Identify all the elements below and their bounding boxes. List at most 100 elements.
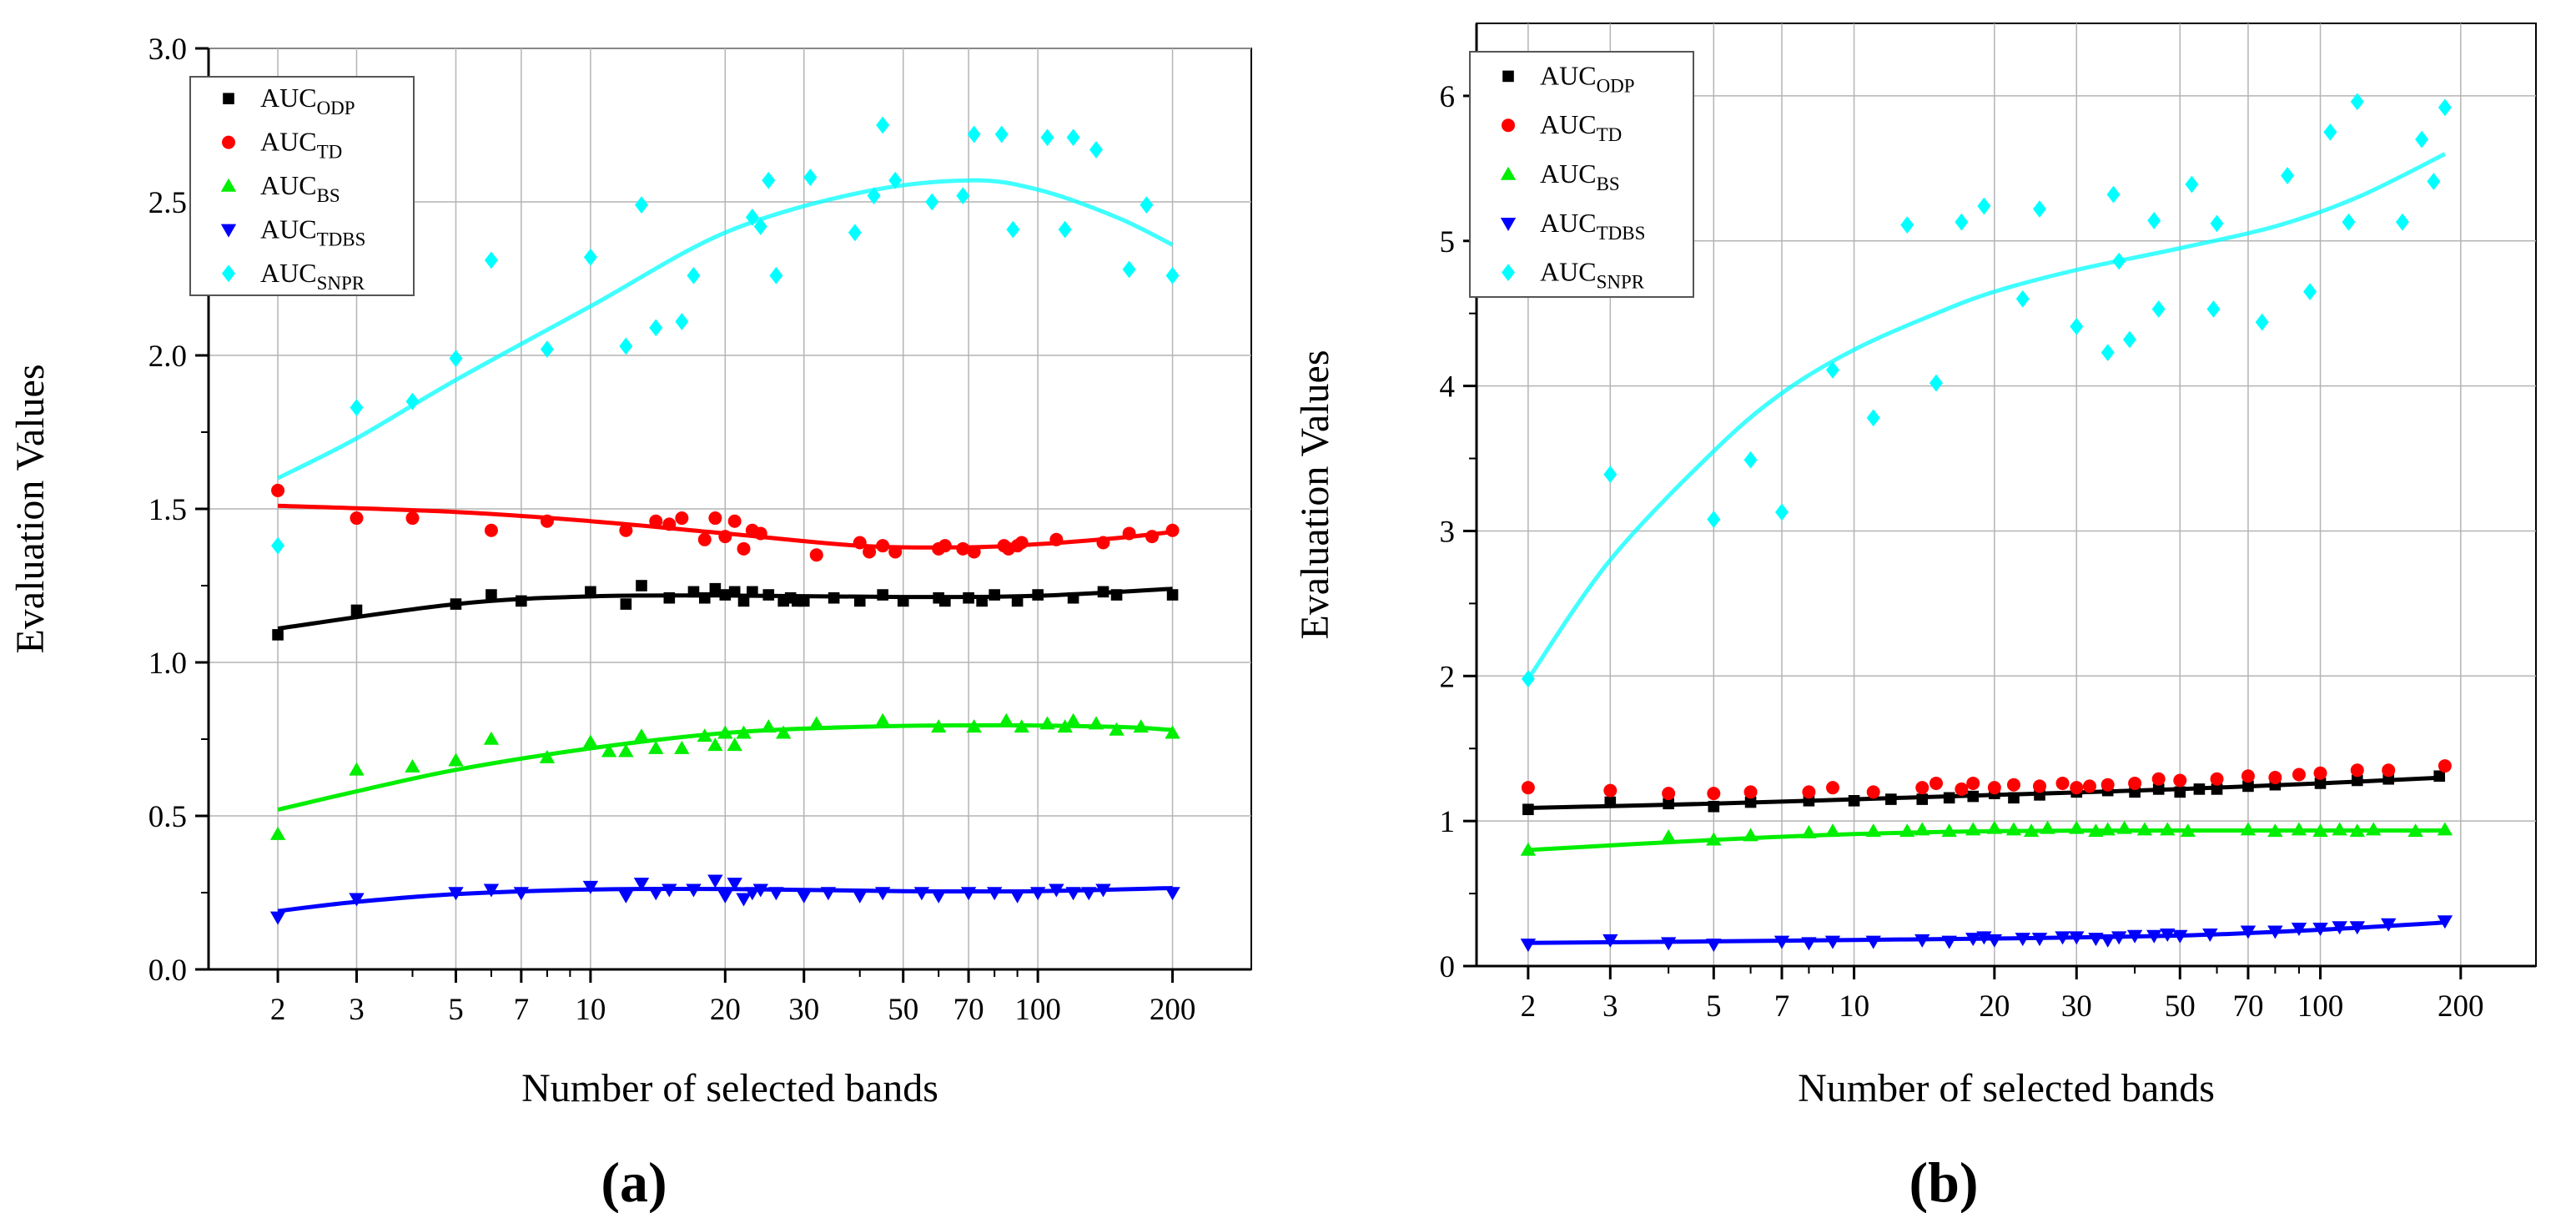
data-point-snpr	[994, 125, 1009, 143]
data-point-snpr	[762, 171, 776, 189]
data-point-td	[2210, 772, 2224, 786]
data-point-snpr	[2255, 313, 2269, 331]
data-point-bs	[966, 719, 982, 733]
x-tick-label: 3	[349, 993, 365, 1027]
data-point-snpr	[1900, 216, 1914, 234]
data-point-odp	[2193, 783, 2206, 795]
legend-marker-bs	[220, 178, 237, 192]
series-snpr	[271, 116, 1180, 555]
data-point-snpr	[769, 266, 783, 284]
data-point-odp	[719, 589, 732, 601]
data-point-bs	[707, 737, 723, 752]
data-point-bs	[2136, 822, 2153, 836]
data-point-bs	[2180, 823, 2196, 838]
data-point-td	[809, 548, 823, 562]
data-point-tdbs	[1660, 937, 1677, 951]
legend-entry-tdbs: AUCTDBS	[1540, 208, 1645, 244]
data-point-tdbs	[269, 911, 286, 925]
y-tick-label: 1.0	[148, 647, 187, 681]
data-point-odp	[486, 589, 497, 601]
data-point-tdbs	[633, 878, 650, 892]
data-point-tdbs	[2437, 915, 2453, 929]
legend-marker-bs	[1500, 166, 1517, 180]
data-point-td	[2382, 763, 2396, 778]
data-point-tdbs	[2146, 929, 2162, 944]
y-tick-label: 6	[1440, 80, 1456, 114]
data-point-bs	[2349, 823, 2365, 838]
data-point-odp	[828, 591, 840, 604]
legend-entry-td: AUCTD	[260, 127, 342, 163]
series-td	[1521, 759, 2452, 801]
series-bs	[1520, 820, 2453, 856]
data-point-bs	[1706, 832, 1722, 846]
data-point-odp	[2008, 792, 2020, 804]
x-tick-label: 70	[2232, 989, 2263, 1024]
y-tick-label: 0.5	[148, 800, 187, 834]
legend-marker-td	[1502, 118, 1515, 133]
y-tick-label: 2.5	[148, 186, 187, 220]
data-point-snpr	[2206, 300, 2221, 318]
data-point-tdbs	[2031, 933, 2048, 947]
data-point-bs	[1660, 829, 1677, 843]
x-tick-label: 5	[448, 993, 464, 1027]
data-point-tdbs	[2172, 929, 2188, 944]
data-point-odp	[1032, 589, 1044, 601]
x-axis-label: Number of selected bands	[1798, 1066, 2215, 1110]
data-point-odp	[877, 589, 888, 601]
y-tick-label: 4	[1440, 370, 1456, 405]
fit-curve-snpr	[276, 178, 1174, 481]
data-point-snpr	[1977, 197, 1991, 215]
data-point-snpr	[876, 116, 890, 134]
data-point-tdbs	[913, 887, 930, 901]
data-point-td	[1929, 776, 1944, 790]
data-point-bs	[1914, 822, 1930, 836]
data-point-tdbs	[2015, 933, 2030, 947]
data-point-snpr	[271, 536, 285, 555]
data-point-bs	[717, 725, 733, 739]
data-point-bs	[633, 728, 650, 742]
series-odp	[1522, 770, 2446, 816]
data-point-bs	[1941, 823, 1957, 838]
x-tick-label: 7	[514, 993, 530, 1027]
series-td	[271, 483, 1180, 562]
data-point-snpr	[2106, 185, 2121, 204]
data-point-odp	[853, 595, 866, 607]
data-point-snpr	[2015, 289, 2030, 308]
legend-marker-odp	[223, 93, 234, 104]
data-point-odp	[1110, 589, 1123, 601]
data-point-snpr	[1089, 141, 1104, 159]
data-point-odp	[450, 598, 462, 610]
data-point-bs	[269, 826, 286, 840]
data-point-snpr	[405, 392, 420, 410]
data-point-bs	[1088, 716, 1104, 730]
data-point-snpr	[888, 171, 903, 189]
data-point-tdbs	[1941, 935, 1957, 949]
y-tick-label: 5	[1440, 225, 1456, 259]
data-point-odp	[1067, 591, 1079, 604]
data-point-bs	[2088, 823, 2104, 838]
data-point-bs	[776, 725, 792, 739]
x-tick-label: 2	[270, 993, 286, 1027]
x-tick-label: 5	[1706, 989, 1722, 1024]
panel-a-chart: 2 3 5 7 10 20 30 50 70 100 200 0.0 0.5 1.0 1.5 2.0 2.5 3.…	[8, 33, 1252, 1213]
data-point-tdbs	[513, 887, 530, 901]
panel-b-chart: 2 3 5 7 10 20 30 50 70 100 200 0 1 2 3 4 5 6 Number of sel…	[1293, 23, 2537, 1213]
data-point-odp	[1097, 586, 1109, 598]
y-tick-label: 1.5	[148, 493, 187, 527]
data-point-td	[718, 530, 732, 544]
data-point-odp	[762, 589, 775, 601]
data-point-snpr	[1140, 196, 1154, 214]
data-point-snpr	[745, 209, 759, 226]
data-point-bs	[761, 719, 777, 733]
data-point-td	[1603, 783, 1618, 798]
data-point-tdbs	[2349, 921, 2365, 935]
data-point-bs	[2023, 823, 2040, 838]
data-point-tdbs	[618, 889, 634, 903]
data-point-odp	[737, 595, 750, 607]
data-point-snpr	[675, 313, 689, 330]
data-point-tdbs	[483, 883, 500, 898]
x-tick-label: 3	[1602, 989, 1618, 1024]
data-point-snpr	[1825, 361, 1839, 379]
data-point-snpr	[1743, 450, 1758, 469]
data-point-td	[1866, 785, 1880, 799]
